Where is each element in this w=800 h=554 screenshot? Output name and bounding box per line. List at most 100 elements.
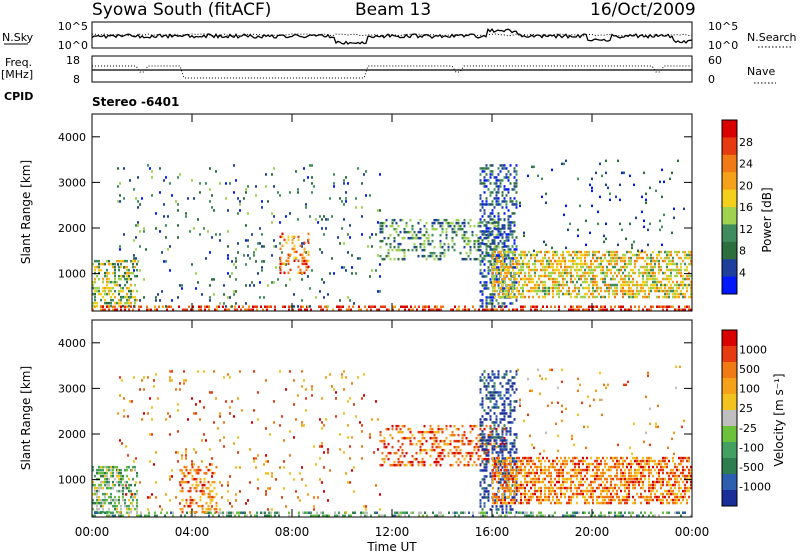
echo-cell (536, 498, 538, 502)
colorbar-segment (722, 154, 737, 173)
echo-cell (125, 484, 127, 487)
echo-cell (568, 308, 570, 311)
echo-cell (494, 501, 496, 505)
echo-cell (682, 295, 684, 299)
echo-cell (299, 268, 302, 272)
echo-cell (670, 262, 672, 266)
echo-cell (459, 451, 462, 455)
echo-cell (199, 182, 201, 185)
echo-cell (417, 221, 420, 225)
echo-cell (413, 457, 416, 461)
echo-cell (227, 481, 229, 484)
echo-cell (439, 451, 442, 455)
echo-cell (415, 451, 418, 455)
echo-cell (126, 292, 128, 296)
echo-cell (323, 451, 325, 454)
echo-cell (540, 250, 542, 254)
echo-cell (457, 439, 460, 443)
echo-cell (179, 480, 182, 484)
echo-cell (492, 286, 494, 290)
echo-cell (690, 250, 692, 254)
echo-cell (223, 436, 225, 439)
echo-cell (345, 200, 347, 203)
echo-cell (636, 259, 638, 263)
echo-cell (630, 514, 632, 517)
echo-cell (479, 236, 482, 239)
echo-cell (483, 263, 486, 266)
echo-cell (500, 265, 502, 269)
echo-cell (495, 436, 498, 439)
echo-cell (203, 406, 205, 409)
echo-cell (518, 268, 520, 272)
echo-cell (590, 265, 592, 269)
echo-cell (94, 514, 96, 517)
echo-cell (118, 277, 120, 281)
echo-cell (227, 373, 229, 376)
echo-cell (574, 289, 576, 293)
echo-cell (515, 206, 518, 209)
echo-cell (606, 265, 608, 269)
echo-cell (503, 409, 506, 412)
echo-cell (582, 262, 584, 266)
echo-cell (565, 204, 567, 208)
echo-cell (643, 225, 645, 229)
echo-cell (461, 424, 464, 428)
echo-cell (526, 459, 528, 463)
echo-cell (493, 388, 496, 391)
echo-cell (592, 280, 594, 284)
echo-cell (540, 462, 542, 466)
echo-cell (568, 471, 570, 475)
echo-cell (479, 263, 482, 266)
echo-cell (572, 265, 574, 269)
echo-cell (126, 305, 128, 308)
echo-cell (662, 295, 664, 299)
echo-cell (209, 391, 211, 394)
echo-cell (499, 421, 502, 424)
echo-cell (306, 511, 308, 514)
echo-cell (207, 468, 210, 472)
echo-cell (503, 403, 506, 406)
echo-cell (127, 454, 129, 457)
echo-cell (445, 221, 448, 225)
echo-cell (487, 376, 490, 379)
echo-cell (507, 170, 510, 173)
echo-cell (572, 308, 574, 311)
echo-cell (359, 257, 361, 260)
echo-cell (351, 469, 353, 472)
echo-cell (498, 280, 500, 284)
echo-cell (640, 286, 642, 290)
echo-cell (228, 514, 230, 517)
echo-cell (497, 236, 500, 239)
echo-cell (690, 253, 692, 257)
echo-cell (275, 245, 277, 248)
echo-cell (494, 492, 496, 496)
echo-cell (634, 292, 636, 296)
echo-cell (584, 250, 586, 254)
echo-cell (283, 487, 285, 490)
echo-cell (439, 224, 442, 228)
echo-cell (481, 221, 484, 224)
echo-cell (400, 305, 402, 308)
echo-cell (133, 188, 135, 191)
echo-cell (591, 177, 593, 181)
noise-left-label: N.Sky (2, 31, 34, 44)
echo-cell (608, 250, 610, 254)
echo-cell (572, 456, 574, 460)
echo-cell (358, 305, 360, 308)
echo-cell (102, 465, 104, 469)
echo-cell (524, 262, 526, 266)
echo-cell (498, 295, 500, 299)
echo-cell (602, 268, 604, 272)
echo-cell (680, 271, 682, 275)
echo-cell (497, 266, 500, 269)
echo-cell (489, 379, 492, 382)
echo-cell (514, 295, 516, 299)
echo-cell (366, 511, 368, 514)
echo-cell (441, 439, 444, 443)
echo-cell (435, 436, 438, 440)
echo-cell (628, 511, 630, 514)
echo-cell (591, 204, 593, 208)
echo-cell (301, 245, 303, 248)
echo-cell (500, 498, 502, 502)
echo-cell (205, 471, 208, 475)
